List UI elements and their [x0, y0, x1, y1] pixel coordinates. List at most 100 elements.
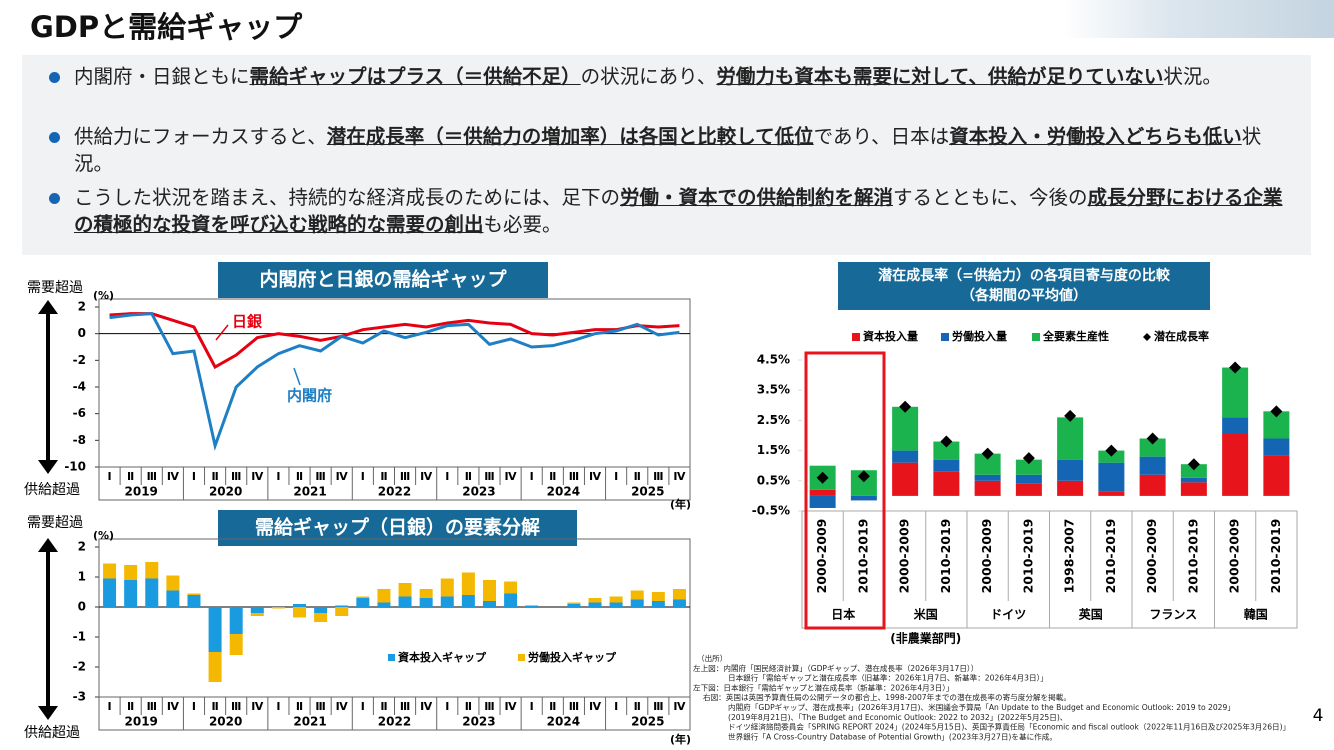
- annotation: 内閣府: [287, 387, 332, 405]
- bar: [1057, 459, 1084, 481]
- bar: [440, 596, 454, 607]
- x-tick-label: Ⅳ: [167, 700, 180, 713]
- emphasis: 成長分野における企業の積極的な投資を呼び込む戦略的な需要の創出: [74, 186, 1283, 236]
- x-tick-label: 2010-2019: [855, 519, 870, 594]
- bar: [1139, 474, 1166, 496]
- bar: [850, 495, 877, 501]
- group-label: 英国: [1079, 607, 1103, 622]
- source-line: ドイツ経済諮問委員会「SPRING REPORT 2024」(2024年5月15…: [728, 722, 1290, 732]
- legend-label: 資本投入量: [863, 329, 918, 343]
- bar: [440, 578, 454, 597]
- bar: [809, 489, 836, 496]
- bar: [419, 598, 433, 607]
- x-tick-label: Ⅲ: [653, 700, 663, 713]
- text: 供給力にフォーカスすると、: [74, 125, 327, 148]
- bar: [609, 596, 623, 603]
- year-label: 2021: [293, 485, 326, 499]
- x-tick-label: Ⅰ: [108, 700, 112, 713]
- bar: [1057, 480, 1084, 496]
- chart-header: [838, 262, 1210, 310]
- x-tick-label: Ⅳ: [336, 700, 349, 713]
- emphasis: 需給ギャップはプラス（＝供給不足）: [249, 65, 581, 88]
- bar: [124, 565, 138, 580]
- bar: [187, 595, 201, 607]
- bar: [892, 462, 919, 496]
- source-line: 世界銀行「A Cross-Country Database of Potenti…: [728, 731, 1057, 741]
- marker: [940, 435, 953, 448]
- bar: [1263, 438, 1290, 456]
- group-note: (非農業部門): [890, 631, 961, 646]
- x-tick-label: Ⅰ: [361, 700, 365, 713]
- y-tick-label: -2: [73, 660, 86, 674]
- bar: [314, 607, 328, 613]
- x-tick-label: Ⅰ: [108, 470, 112, 483]
- bullet: こうした状況を踏まえ、持続的な経済成長のためには、足下の労働・資本での供給制約を…: [49, 184, 1294, 238]
- annotation: 日銀: [232, 313, 262, 331]
- bar: [672, 589, 686, 600]
- x-tick-label: 2000-2009: [1227, 519, 1242, 594]
- legend-swatch: [518, 654, 525, 661]
- marker: [1270, 405, 1283, 418]
- y-tick-label: 2.5%: [757, 413, 790, 427]
- x-tick-label: 2010-2019: [1185, 519, 1200, 594]
- bullet-box: 内閣府・日銀ともに需給ギャップはプラス（＝供給不足）の状況にあり、労働力も資本も…: [22, 55, 1311, 255]
- year-label: 2021: [293, 715, 326, 729]
- x-tick-label: Ⅰ: [192, 470, 196, 483]
- bar: [208, 652, 222, 682]
- bar: [419, 589, 433, 598]
- bar: [314, 613, 328, 622]
- emphasis: 労働力も資本も需要に対して、供給が足りていない: [716, 65, 1164, 88]
- bar: [398, 583, 412, 597]
- text: の状況にあり、: [580, 65, 717, 88]
- bar: [1263, 455, 1290, 496]
- y-tick-label: -0.5%: [752, 504, 790, 518]
- text: 状況。: [74, 125, 1262, 175]
- chart-header: [218, 510, 577, 546]
- y-tick-label: 3.5%: [757, 383, 790, 397]
- x-tick-label: 2000-2009: [979, 519, 994, 594]
- x-tick-label: Ⅰ: [276, 470, 280, 483]
- bar: [356, 598, 370, 607]
- marker: [981, 447, 994, 460]
- y-tick-label: -2: [73, 353, 86, 367]
- bullet: 内閣府・日銀ともに需給ギャップはプラス（＝供給不足）の状況にあり、労働力も資本も…: [49, 63, 1294, 90]
- bar: [1098, 491, 1125, 496]
- bar: [103, 578, 117, 607]
- plot-frame: [98, 538, 691, 731]
- marker: [857, 470, 870, 483]
- x-tick-label: Ⅲ: [400, 700, 410, 713]
- source-line: 右図：英国は英国予算責任局の公開データの都合上、1998-2007年までの潜在成…: [703, 692, 1071, 702]
- year-label: 2019: [125, 715, 158, 729]
- legend-label: 資本投入ギャップ: [398, 650, 487, 664]
- bar: [103, 563, 117, 579]
- y-tick-label: -8: [73, 433, 86, 447]
- x-tick-label: Ⅳ: [505, 700, 518, 713]
- x-unit: (年): [670, 732, 691, 746]
- source-line: 内閣府「GDPギャップ、潜在成長率」(2026年3月17日)、米国議会予算局「A…: [728, 702, 1235, 712]
- year-label: 2023: [462, 715, 495, 729]
- x-tick-label: Ⅳ: [673, 470, 686, 483]
- text: であり、日本は: [813, 125, 950, 148]
- marker: [1146, 432, 1159, 445]
- x-tick-label: Ⅰ: [445, 470, 449, 483]
- text: こうした状況を踏まえ、持続的な経済成長のためには、足下の: [74, 186, 621, 209]
- x-tick-label: Ⅲ: [315, 700, 325, 713]
- group-label: ドイツ: [990, 608, 1026, 622]
- legend-label: 全要素生産性: [1042, 329, 1109, 343]
- y-tick-label: 4.5%: [757, 353, 790, 367]
- year-label: 2025: [631, 485, 664, 499]
- legend-swatch: [1143, 333, 1151, 341]
- x-tick-label: Ⅲ: [400, 470, 410, 483]
- y-tick-label: 0.5%: [757, 473, 790, 487]
- x-tick-label: Ⅰ: [614, 470, 618, 483]
- x-tick-label: Ⅳ: [251, 470, 264, 483]
- x-tick-label: Ⅰ: [530, 470, 534, 483]
- bar: [1015, 459, 1042, 475]
- marker: [816, 471, 829, 484]
- marker: [899, 400, 912, 413]
- bar: [461, 595, 475, 607]
- year-label: 2025: [631, 715, 664, 729]
- x-tick-label: Ⅰ: [361, 470, 365, 483]
